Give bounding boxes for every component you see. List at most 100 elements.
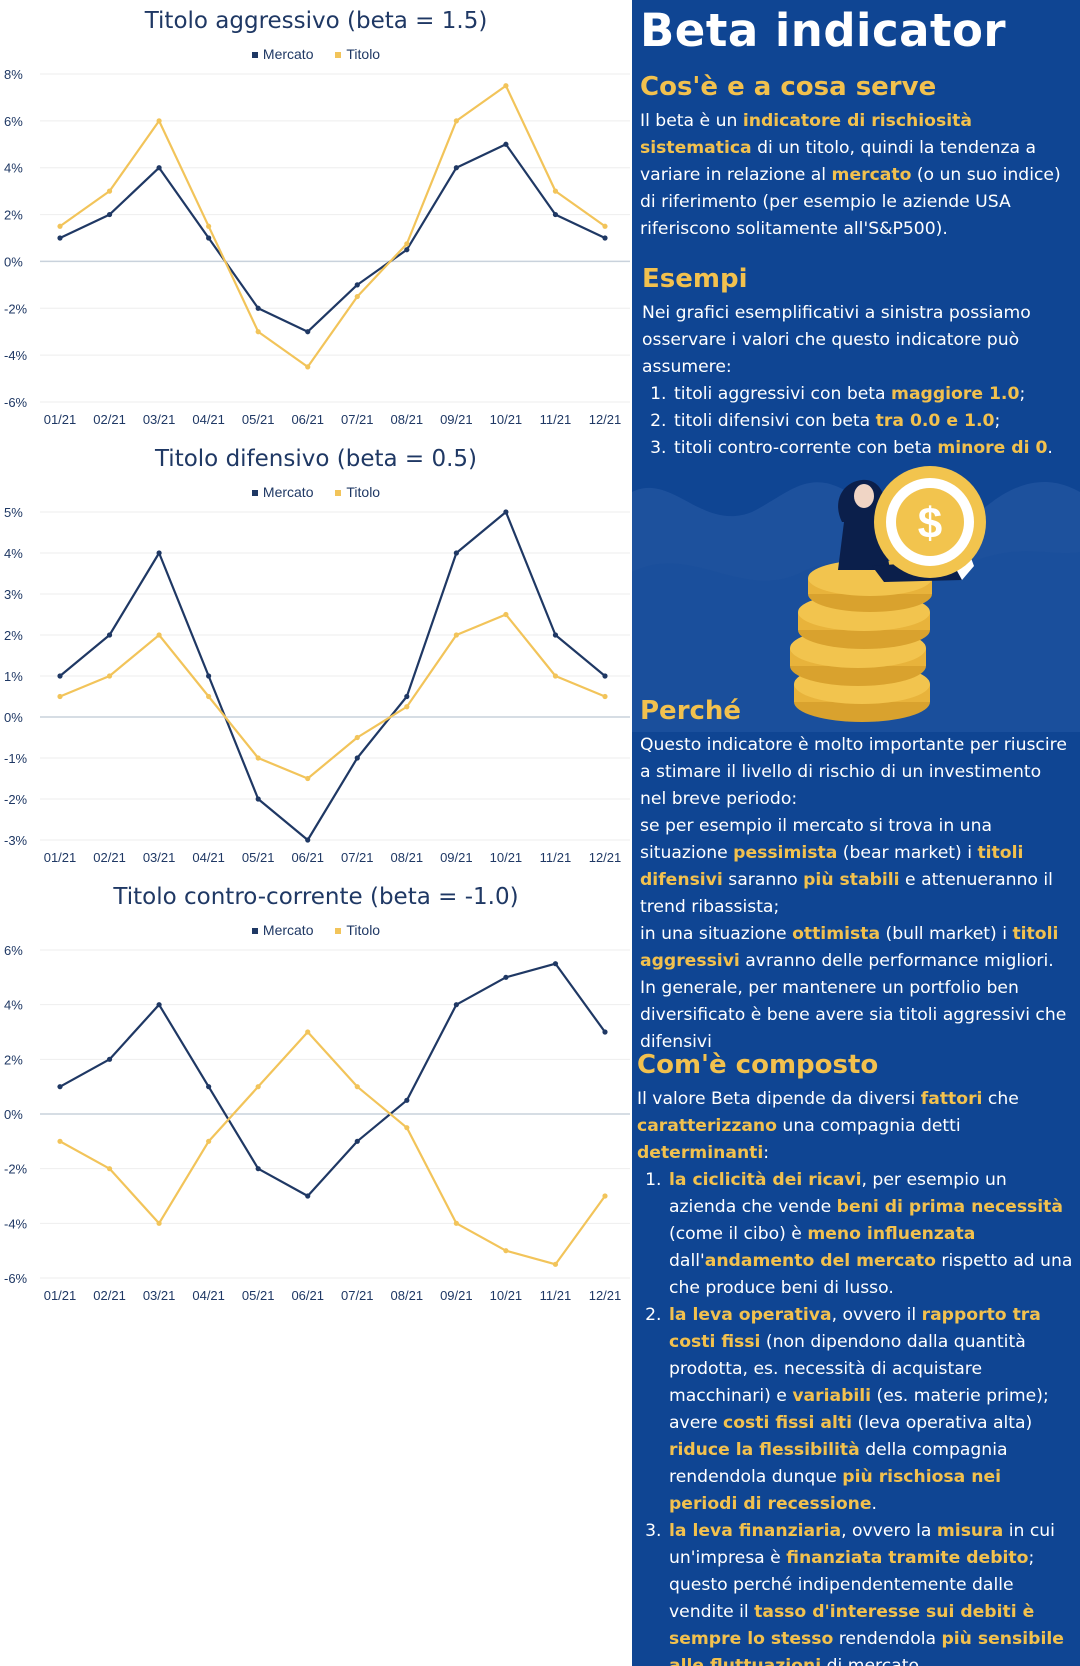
y-tick-label: -6% [4, 395, 28, 410]
data-point-stock [106, 673, 113, 679]
list-item: titoli difensivi con beta tra 0.0 e 1.0; [672, 408, 1070, 435]
chart-3-legend: Mercato Titolo [0, 922, 632, 938]
legend-item-market: Mercato [251, 46, 313, 62]
data-point-stock [453, 118, 459, 124]
x-tick-label: 03/21 [143, 850, 176, 865]
data-point-stock [305, 1029, 311, 1035]
data-point-market [503, 509, 509, 515]
legend-swatch-market [251, 490, 258, 497]
y-tick-label: 4% [4, 161, 23, 176]
x-tick-label: 04/21 [192, 850, 225, 865]
y-tick-label: 5% [4, 505, 23, 520]
data-point-stock [602, 693, 608, 700]
x-tick-label: 06/21 [291, 850, 324, 865]
data-point-stock [503, 611, 509, 618]
charts-column: Titolo aggressivo (beta = 1.5) Mercato T… [0, 0, 632, 1320]
y-tick-label: 6% [4, 943, 23, 958]
section-examples-heading: Esempi [642, 264, 748, 294]
x-tick-label: 07/21 [341, 1288, 374, 1303]
legend-item-stock: Titolo [335, 922, 380, 938]
x-tick-label: 08/21 [391, 1288, 424, 1303]
data-point-stock [602, 223, 608, 229]
panel-title: Beta indicator [640, 4, 1007, 57]
x-tick-label: 07/21 [341, 850, 374, 865]
data-point-market [602, 1029, 608, 1035]
x-tick-label: 10/21 [490, 412, 523, 427]
x-tick-label: 02/21 [93, 850, 126, 865]
dollar-symbol: $ [918, 499, 942, 548]
data-point-stock [354, 1084, 360, 1090]
why-paragraph-3: in una situazione ottimista (bull market… [640, 924, 1059, 971]
x-tick-label: 03/21 [143, 412, 176, 427]
x-tick-label: 09/21 [440, 1288, 473, 1303]
examples-intro: Nei grafici esemplificativi a sinistra p… [642, 303, 1031, 377]
data-point-market [552, 632, 559, 638]
x-tick-label: 10/21 [490, 850, 523, 865]
y-tick-label: 0% [4, 1107, 23, 1122]
x-tick-label: 03/21 [143, 1288, 176, 1303]
data-point-market [503, 141, 509, 147]
x-tick-label: 08/21 [391, 412, 424, 427]
y-tick-label: -4% [4, 1216, 28, 1231]
data-point-stock [503, 1248, 509, 1254]
data-point-market [354, 755, 360, 761]
x-tick-label: 09/21 [440, 850, 473, 865]
examples-list: titoli aggressivi con beta maggiore 1.0;… [642, 381, 1070, 462]
legend-item-market: Mercato [251, 484, 313, 500]
data-point-stock [206, 693, 212, 700]
data-point-stock [305, 775, 311, 782]
data-point-stock [206, 223, 212, 229]
data-point-market [106, 632, 113, 638]
y-tick-label: 4% [4, 546, 23, 561]
why-paragraph-1: Questo indicatore è molto importante per… [640, 735, 1067, 809]
data-point-market [503, 974, 509, 980]
data-point-market [602, 235, 608, 241]
data-point-market [57, 235, 63, 241]
data-point-stock [206, 1138, 212, 1144]
determinants-list: la ciclicità dei ricavi, per esempio un … [637, 1167, 1073, 1666]
x-tick-label: 09/21 [440, 412, 473, 427]
section-why-text: Questo indicatore è molto importante per… [640, 732, 1072, 1056]
data-point-stock [57, 223, 63, 229]
data-point-stock [453, 632, 459, 638]
data-point-stock [255, 1084, 261, 1090]
coin-stack [790, 560, 932, 722]
legend-swatch-stock [335, 490, 342, 497]
data-point-stock [404, 1125, 410, 1131]
y-tick-label: -2% [4, 792, 28, 807]
data-point-stock [57, 1138, 63, 1144]
section-what-text: Il beta è un indicatore di rischiosità s… [640, 111, 1061, 239]
x-tick-label: 04/21 [192, 412, 225, 427]
data-point-stock [255, 755, 261, 761]
data-point-market [552, 961, 559, 967]
x-tick-label: 06/21 [291, 1288, 324, 1303]
section-what-heading: Cos'è e a cosa serve [640, 72, 937, 102]
x-tick-label: 11/21 [540, 412, 572, 427]
data-point-market [156, 550, 162, 556]
chart-2-plot: 5% 4% 3% 2% 1% 0% -1% -2% -3% 01/21 02/21 03/21 04/2… [4, 505, 630, 865]
x-tick-label: 05/21 [242, 1288, 275, 1303]
x-tick-label: 08/21 [391, 850, 424, 865]
chart-3-title: Titolo contro-corrente (beta = -1.0) [113, 884, 519, 910]
x-tick-label: 12/21 [589, 412, 622, 427]
y-tick-label: 6% [4, 114, 23, 129]
data-point-market [206, 235, 212, 241]
chart-2-title: Titolo difensivo (beta = 0.5) [154, 446, 478, 472]
chart-1-title: Titolo aggressivo (beta = 1.5) [144, 8, 488, 34]
legend-swatch-stock [335, 928, 342, 935]
series-line-stock [59, 613, 606, 780]
data-point-market [156, 1002, 162, 1008]
data-point-market [255, 305, 261, 311]
series-line-market [59, 962, 606, 1198]
data-point-market [57, 673, 63, 679]
series-line-stock [59, 1030, 606, 1266]
x-tick-label: 07/21 [341, 412, 374, 427]
x-tick-label: 04/21 [192, 1288, 225, 1303]
data-point-stock [404, 704, 410, 710]
x-tick-label: 06/21 [291, 412, 324, 427]
data-point-stock [354, 293, 360, 300]
data-point-market [354, 282, 360, 288]
list-item: titoli contro-corrente con beta minore d… [672, 435, 1070, 462]
list-item: la leva finanziaria, ovvero la misura in… [667, 1518, 1073, 1666]
x-tick-label: 01/21 [44, 1288, 77, 1303]
